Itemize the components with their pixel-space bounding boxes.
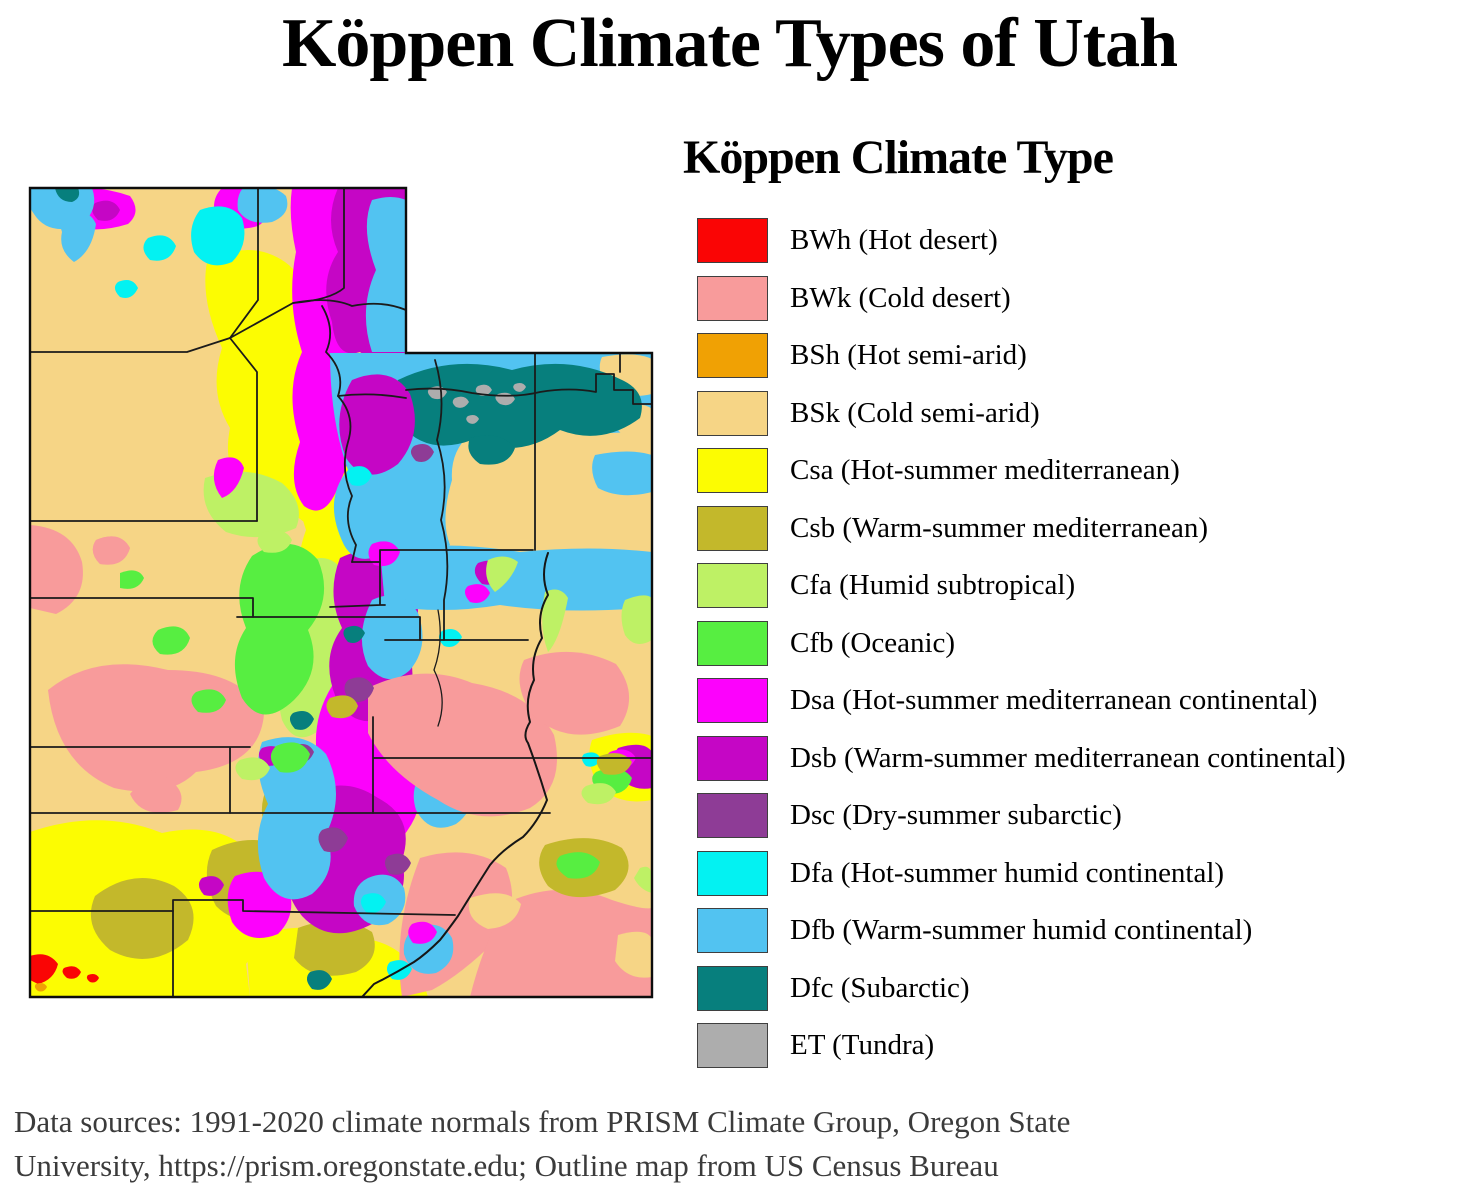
legend-label-csa: Csa (Hot-summer mediterranean) (790, 454, 1180, 486)
legend-row-dsb: Dsb (Warm-summer mediterranean continent… (697, 735, 1346, 781)
legend-label-dsc: Dsc (Dry-summer subarctic) (790, 799, 1122, 831)
legend-row-dfc: Dfc (Subarctic) (697, 965, 1346, 1011)
legend-row-dsa: Dsa (Hot-summer mediterranean continenta… (697, 678, 1346, 723)
legend-swatch-cfb (697, 620, 768, 666)
legend-swatch-bwk (697, 275, 768, 321)
legend-label-csb: Csb (Warm-summer mediterranean) (790, 511, 1209, 544)
green-river-basin-line (433, 609, 443, 727)
legend-swatch-bwh (697, 218, 768, 263)
legend-swatch-csa (697, 448, 768, 493)
legend-swatch-bsh (697, 333, 768, 378)
climate-region-dfc (55, 188, 642, 465)
legend-swatch-dfa (697, 850, 768, 896)
utah-state-outline (28, 186, 654, 999)
legend-items: BWh (Hot desert) BWk (Cold desert) BSh (Ho… (697, 218, 1346, 1081)
green-colorado-river-line (361, 552, 549, 997)
data-sources-line1: Data sources: 1991-2020 climate normals … (14, 1104, 1071, 1139)
legend-swatch-dsc (697, 793, 768, 838)
legend-row-dfb: Dfb (Warm-summer humid continental) (697, 908, 1346, 953)
legend-label-bwh: BWh (Hot desert) (790, 224, 998, 256)
legend-row-et: ET (Tundra) (697, 1023, 1346, 1068)
legend-swatch-dfc (697, 965, 768, 1011)
legend-label-dsb: Dsb (Warm-summer mediterranean continent… (790, 741, 1346, 774)
legend-row-bsk: BSk (Cold semi-arid) (697, 390, 1346, 436)
legend-row-dsc: Dsc (Dry-summer subarctic) (697, 793, 1346, 838)
legend-swatch-bsk (697, 390, 768, 436)
legend-label-dsa: Dsa (Hot-summer mediterranean continenta… (790, 684, 1318, 716)
legend-label-dfb: Dfb (Warm-summer humid continental) (790, 914, 1253, 946)
page-title: Köppen Climate Types of Utah (281, 5, 1178, 82)
climate-regions (30, 188, 652, 997)
climate-region-bwk-east (368, 651, 652, 997)
legend: Köppen Climate Type BWh (Hot desert) BWk … (680, 130, 1346, 1068)
legend-label-dfa: Dfa (Hot-summer humid continental) (790, 856, 1225, 889)
legend-row-cfb: Cfb (Oceanic) (697, 620, 1346, 666)
legend-swatch-dfb (697, 908, 768, 953)
legend-swatch-dsb (697, 735, 768, 781)
climate-region-cfb (234, 543, 325, 715)
legend-label-cfb: Cfb (Oceanic) (790, 626, 956, 659)
legend-label-cfa: Cfa (Humid subtropical) (790, 569, 1076, 601)
data-sources-line2: University, https://prism.oregonstate.ed… (14, 1148, 999, 1183)
legend-label-bsh: BSh (Hot semi-arid) (790, 339, 1027, 371)
legend-label-et: ET (Tundra) (790, 1029, 935, 1061)
data-sources: Data sources: 1991-2020 climate normals … (14, 1100, 1070, 1188)
legend-swatch-csb (697, 505, 768, 551)
legend-row-csb: Csb (Warm-summer mediterranean) (697, 505, 1346, 551)
legend-row-csa: Csa (Hot-summer mediterranean) (697, 448, 1346, 493)
legend-title: Köppen Climate Type (683, 131, 1114, 184)
legend-row-dfa: Dfa (Hot-summer humid continental) (697, 850, 1346, 896)
legend-row-bsh: BSh (Hot semi-arid) (697, 333, 1346, 378)
legend-row-bwh: BWh (Hot desert) (697, 218, 1346, 263)
legend-row-bwk: BWk (Cold desert) (697, 275, 1346, 321)
legend-row-cfa: Cfa (Humid subtropical) (697, 563, 1346, 608)
climate-region-bsk-se-islands (468, 893, 652, 978)
county-borders (30, 188, 652, 997)
legend-label-bsk: BSk (Cold semi-arid) (790, 396, 1040, 429)
legend-swatch-cfa (697, 563, 768, 608)
legend-swatch-dsa (697, 678, 768, 723)
legend-label-dfc: Dfc (Subarctic) (790, 971, 970, 1004)
legend-label-bwk: BWk (Cold desert) (790, 281, 1011, 314)
legend-swatch-et (697, 1023, 768, 1068)
